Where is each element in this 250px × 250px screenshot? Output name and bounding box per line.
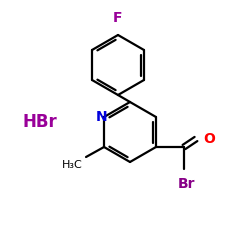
Text: HBr: HBr <box>22 113 57 131</box>
Text: F: F <box>113 11 123 25</box>
Text: Br: Br <box>178 177 196 191</box>
Text: H₃C: H₃C <box>62 160 83 170</box>
Text: N: N <box>96 110 108 124</box>
Text: O: O <box>203 132 215 146</box>
